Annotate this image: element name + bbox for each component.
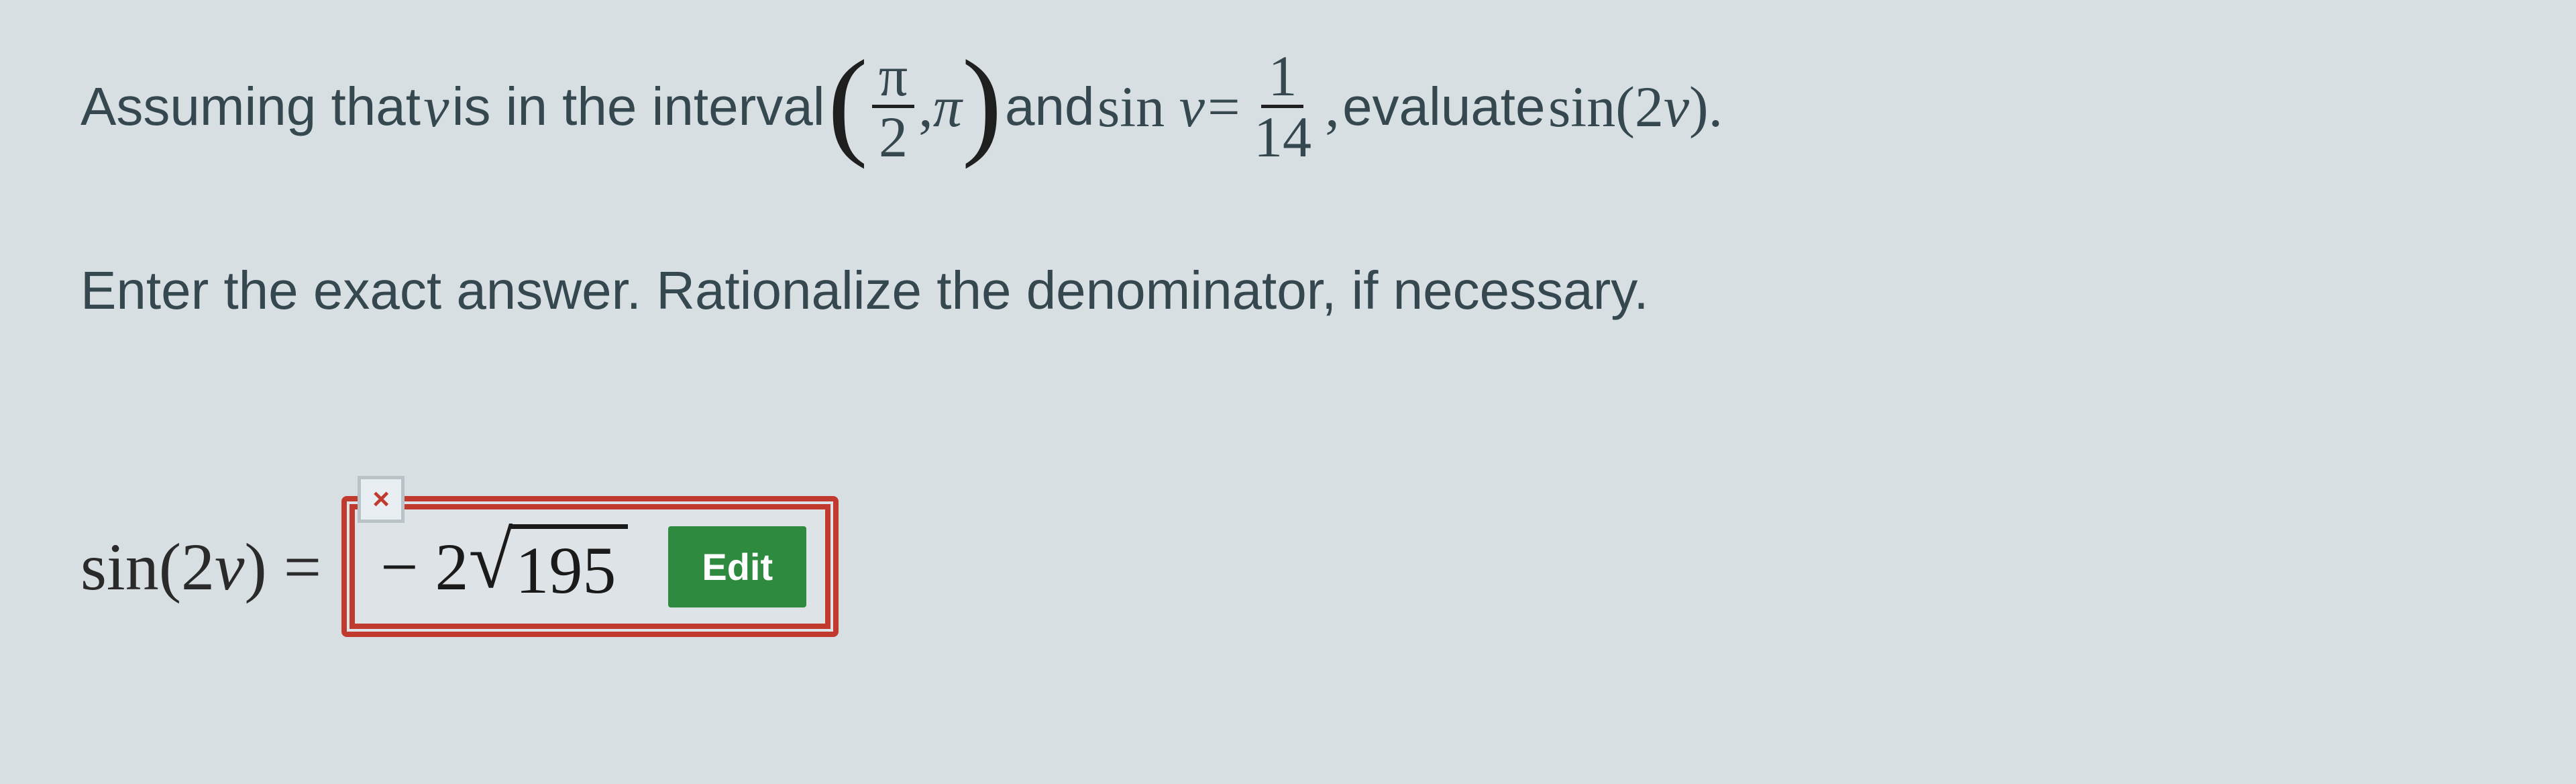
target-expression: sin(2v). xyxy=(1548,78,1723,136)
answer-label-close: ) = xyxy=(244,530,321,604)
radicand: 195 xyxy=(511,524,628,609)
text-evaluate: evaluate xyxy=(1342,80,1545,134)
answer-label: sin(2v) = xyxy=(80,528,321,605)
interval-right: π xyxy=(933,78,962,136)
rhs-den: 14 xyxy=(1247,108,1318,166)
left-paren-icon: ( xyxy=(828,60,868,145)
target-sin: sin(2 xyxy=(1548,75,1664,139)
fraction-pi-over-2: π 2 xyxy=(872,47,914,166)
problem-instruction: Enter the exact answer. Rationalize the … xyxy=(80,260,2496,322)
answer-row: sin(2v) = × − 2 √ 195 Edit xyxy=(80,496,2496,637)
fraction-1-over-14: 1 14 xyxy=(1247,47,1318,166)
var-v-1: v xyxy=(423,78,449,136)
interval-expression: ( π 2 , π ) xyxy=(828,47,1002,166)
text-interval: is in the interval xyxy=(452,80,825,134)
fraction-den: 2 xyxy=(872,108,914,166)
interval-comma: , xyxy=(918,78,933,136)
right-paren-icon: ) xyxy=(962,60,1002,145)
fraction-num: π xyxy=(872,47,914,108)
radical-icon: √ xyxy=(469,532,513,589)
sin-label: sin xyxy=(1097,75,1179,139)
text-assuming: Assuming that xyxy=(80,80,421,134)
x-icon: × xyxy=(372,483,390,516)
sin-v-expression: sin v xyxy=(1097,78,1205,136)
question-panel: Assuming that v is in the interval ( π 2… xyxy=(0,0,2576,664)
equals-sign: = xyxy=(1208,78,1240,136)
var-v-4: v xyxy=(215,530,244,604)
incorrect-badge: × xyxy=(358,476,405,523)
edit-button[interactable]: Edit xyxy=(668,526,806,607)
var-v-3: v xyxy=(1664,75,1689,139)
answer-prefix: − 2 xyxy=(380,528,468,605)
answer-input-box[interactable]: − 2 √ 195 Edit xyxy=(341,496,839,637)
square-root: √ 195 xyxy=(469,524,629,609)
text-and: and xyxy=(1005,80,1094,134)
rhs-num: 1 xyxy=(1261,47,1303,108)
target-close: ). xyxy=(1689,75,1723,139)
var-v-2: v xyxy=(1179,75,1205,139)
entered-answer: − 2 √ 195 xyxy=(380,524,628,609)
answer-label-sin: sin(2 xyxy=(80,530,215,604)
answer-box-wrapper: × − 2 √ 195 Edit xyxy=(341,496,839,637)
comma-2: , xyxy=(1325,78,1340,136)
problem-statement-line-1: Assuming that v is in the interval ( π 2… xyxy=(80,47,2496,166)
